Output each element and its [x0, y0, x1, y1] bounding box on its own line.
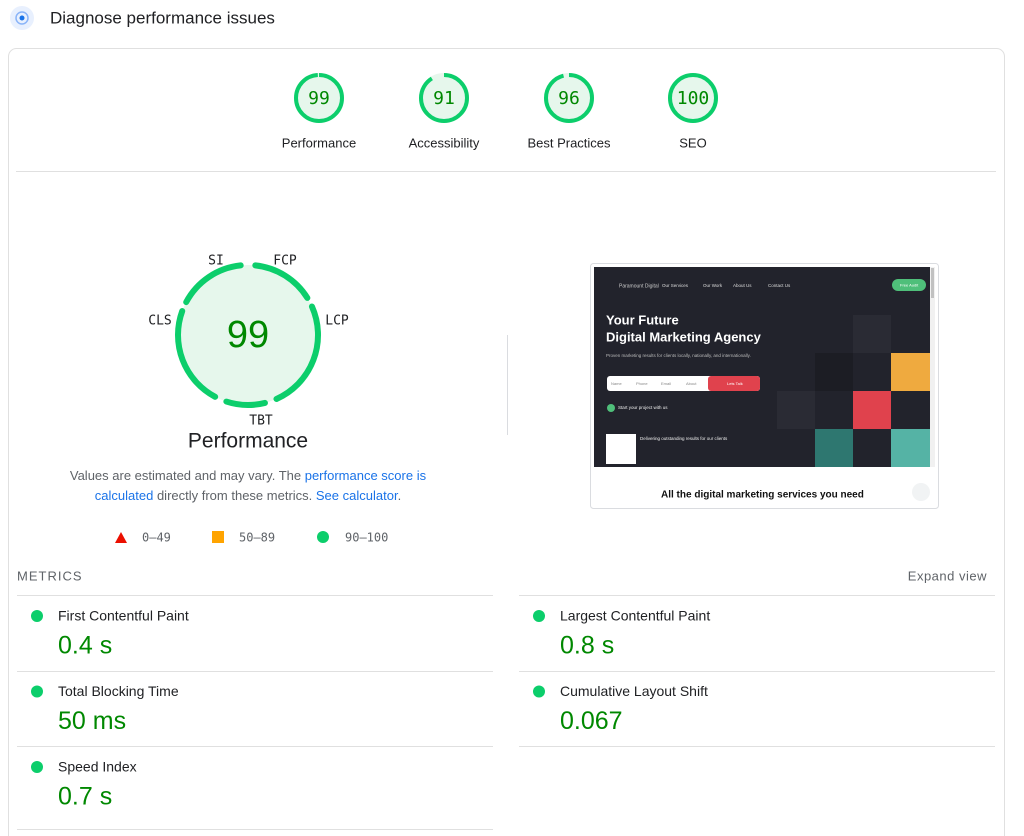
gauge-arc [419, 73, 469, 123]
gauge-score: 100 [677, 88, 710, 109]
gauge-label: Performance [282, 135, 356, 150]
gauge-segment [175, 308, 219, 400]
metric-dot [31, 685, 43, 698]
metric-dot [533, 685, 545, 698]
link[interactable]: calculated [95, 488, 154, 503]
screenshot-text: About [686, 381, 697, 386]
note-text: Values are estimated and may vary. The [70, 468, 305, 483]
form-button [708, 376, 760, 391]
metric-name: Total Blocking Time [58, 683, 179, 699]
cta-button [892, 279, 926, 291]
tile [815, 353, 853, 391]
gauge-score: 99 [227, 314, 269, 356]
metric-value: 0.8 s [560, 632, 614, 660]
screenshot-text: Delivering outstanding results for our c… [640, 436, 728, 441]
note-text: directly from these metrics. [153, 488, 316, 503]
client-logo [606, 434, 636, 464]
metric-dot [31, 761, 43, 773]
title: Diagnose performance issues [50, 8, 275, 27]
metric-dot [31, 610, 43, 622]
metric-name: Cumulative Layout Shift [560, 683, 708, 699]
screenshot-hero [594, 267, 930, 467]
segment-label: TBT [249, 414, 273, 429]
metric-name: First Contentful Paint [58, 608, 189, 624]
card [8, 48, 1005, 836]
gauge-segment [273, 303, 321, 402]
screenshot-text: Lets Talk [727, 381, 743, 386]
legend-pass [317, 531, 329, 543]
tile [777, 391, 815, 429]
segment-label: LCP [325, 314, 349, 329]
tile [891, 429, 930, 467]
start-icon [607, 404, 615, 412]
screenshot-text: Our Work [703, 283, 723, 288]
screenshot-text: Contact Us [768, 283, 791, 288]
gauge-score: 91 [433, 88, 455, 109]
metric-value: 50 ms [58, 707, 126, 735]
gauge-segment [252, 262, 311, 301]
segment-label: CLS [148, 314, 171, 329]
metrics-heading: METRICS [17, 568, 83, 583]
metric-value: 0.067 [560, 707, 623, 735]
metric-value: 0.4 s [58, 632, 112, 660]
icon-dot [19, 15, 25, 21]
screenshot-text: Free Audit [900, 283, 919, 288]
icon-ring [15, 11, 29, 25]
screenshot-text: All the digital marketing services you n… [661, 490, 864, 501]
legend-fail [115, 532, 127, 543]
gauge-bg [178, 265, 318, 405]
note-text: . [398, 488, 402, 503]
gauge-label: Best Practices [527, 135, 611, 150]
link[interactable]: performance score is [305, 468, 427, 483]
screenshot-text: Name [611, 381, 622, 386]
gauge-label: Accessibility [409, 135, 480, 150]
scrollbar [930, 267, 935, 467]
gauge-arc [544, 73, 594, 123]
metric-dot [533, 610, 545, 622]
scrollbar-thumb [931, 268, 934, 298]
tile [815, 429, 853, 467]
screenshot-text: Email [661, 381, 671, 386]
screenshot-text: Digital Marketing Agency [606, 329, 762, 344]
screenshot-text: Paramount Digital [619, 283, 659, 289]
note: Values are estimated and may vary. The p… [70, 468, 427, 483]
gauge-segment [183, 262, 244, 306]
screenshot-text: Proven marketing results for clients loc… [606, 353, 751, 358]
legend-label: 50–89 [239, 531, 275, 545]
expand-view[interactable]: Expand view [908, 568, 987, 583]
legend-label: 90–100 [345, 531, 388, 545]
legend-label: 0–49 [142, 531, 171, 545]
screenshot-text: Our Services [662, 283, 689, 288]
screenshot-text: Start your project with us [618, 405, 668, 410]
segment-label: FCP [273, 254, 297, 269]
screenshot-text: Phone [636, 381, 648, 386]
tile [891, 353, 930, 391]
gauge-score: 99 [308, 88, 330, 109]
metric-name: Speed Index [58, 759, 137, 775]
metric-value: 0.7 s [58, 783, 112, 811]
tile [853, 391, 891, 429]
link[interactable]: See calculator [316, 488, 399, 503]
screenshot-text: Your Future [606, 312, 679, 327]
segment-label: SI [208, 254, 224, 269]
gauge-score: 96 [558, 88, 580, 109]
recaptcha [912, 483, 930, 501]
gauge-segment [223, 398, 268, 408]
legend-average [212, 531, 224, 543]
gauge-arc [668, 73, 718, 123]
metric-name: Largest Contentful Paint [560, 608, 710, 624]
gauge-label: SEO [679, 135, 706, 150]
gauge-label: Performance [188, 430, 308, 453]
tile [853, 315, 891, 353]
note: calculated directly from these metrics. … [95, 488, 401, 503]
screenshot-text: About Us [733, 283, 752, 288]
gauge-arc [294, 73, 344, 123]
